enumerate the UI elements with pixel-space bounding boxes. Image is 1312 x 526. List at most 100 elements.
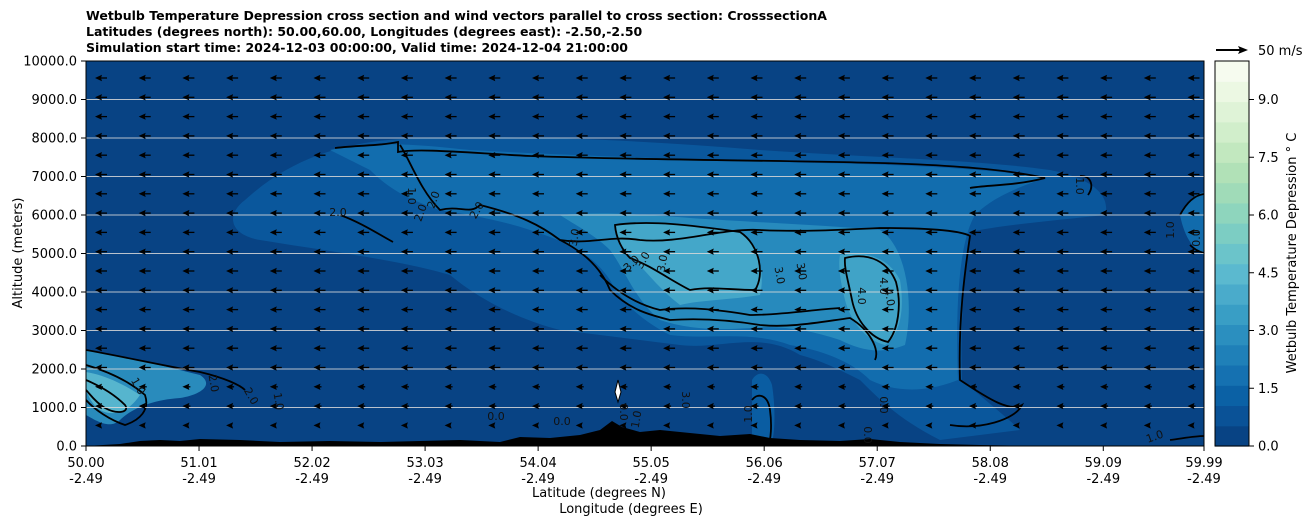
wind-vector-head <box>444 113 452 120</box>
wind-vector-head <box>663 364 671 371</box>
wind-vector-head <box>532 325 539 333</box>
colorbar-frame <box>1214 60 1250 447</box>
wind-vector-head <box>1187 229 1195 236</box>
wind-vector-head <box>269 267 277 275</box>
contour-label: 1.0 <box>1144 428 1165 446</box>
wind-vector-head <box>1143 402 1151 410</box>
wind-vector-head <box>400 229 408 236</box>
wind-vector-head <box>1056 422 1064 429</box>
wind-vector-head <box>182 267 190 275</box>
wind-vector-head <box>1187 383 1195 390</box>
y-tick-label: 1000.0 <box>32 401 78 416</box>
wind-vector-head <box>1100 345 1108 352</box>
wind-vector-head <box>400 306 408 313</box>
wind-vector-head <box>138 287 146 294</box>
wind-vector-head <box>575 209 583 217</box>
wind-vector-head <box>794 152 802 159</box>
wind-vector-head <box>663 325 671 333</box>
wind-vector-head <box>750 422 758 429</box>
wind-vector-head <box>182 152 190 159</box>
wind-vector-head <box>837 306 845 313</box>
wind-vector-head <box>837 132 845 140</box>
contour-line-left-low-2 <box>86 364 148 426</box>
wind-vector-head <box>1143 383 1151 390</box>
contour-label: 1.0 <box>1164 221 1177 239</box>
wind-vector-head <box>313 132 321 140</box>
wind-vector-head <box>881 402 889 410</box>
contour-label: 3.0 <box>794 262 810 281</box>
x-tick-label-lat: 52.02 <box>293 456 330 471</box>
wind-vector-head <box>969 171 976 178</box>
contour-label: 0.0 <box>553 415 571 428</box>
wind-vector-head <box>444 287 452 294</box>
wind-vector-head <box>663 287 671 294</box>
colorbar-segment <box>1215 364 1249 386</box>
wind-vector-head <box>1187 345 1195 352</box>
wind-vector-head <box>750 267 758 275</box>
wind-vector-head <box>881 74 889 82</box>
wind-vector-head <box>750 209 758 217</box>
wind-vector-head <box>881 345 889 352</box>
contour-fill-low-left-core <box>86 372 140 414</box>
contour-label: 2.0 <box>425 189 443 210</box>
wind-vector-head <box>750 345 758 352</box>
wind-vector-head <box>488 402 496 410</box>
wind-vector-head <box>357 345 365 352</box>
wind-vector-head <box>837 94 845 101</box>
x-tick-label-lon: -2.49 <box>69 472 103 487</box>
plot-area: 1.0 2.02.0 2.02.03.03.03.0 3.03.04.0 4.04.03… <box>86 61 1204 446</box>
wind-vector-head <box>1187 190 1195 197</box>
wind-vector-head <box>1012 229 1020 236</box>
wind-vector-head <box>925 209 933 217</box>
wind-vector-head <box>269 248 277 255</box>
x-tick-label-lat: 57.07 <box>859 456 896 471</box>
wind-vector-head <box>1143 422 1151 429</box>
wind-vector-head <box>794 229 802 236</box>
wind-vector-head <box>969 209 976 217</box>
wind-vector-head <box>1056 325 1064 333</box>
wind-vector-head <box>1012 422 1020 429</box>
wind-vector-head <box>226 229 234 236</box>
wind-vector-head <box>706 132 714 140</box>
wind-vector-head <box>575 306 583 313</box>
x-tick-label-lon: -2.49 <box>182 472 216 487</box>
colorbar-segment <box>1215 425 1249 447</box>
wind-vector-head <box>400 267 408 275</box>
chart-title-line-2: Latitudes (degrees north): 50.00,60.00, … <box>86 24 643 39</box>
wind-vector-head <box>1056 364 1064 371</box>
wind-vector-head <box>575 113 583 120</box>
wind-vector-head <box>575 190 583 197</box>
wind-vector-head <box>313 152 321 159</box>
contour-label: 2.0 <box>329 206 347 219</box>
wind-vector-head <box>532 306 539 313</box>
wind-vector-head <box>1056 248 1064 255</box>
wind-vector-head <box>969 94 976 101</box>
wind-vector-head <box>925 325 933 333</box>
wind-vector-head <box>269 287 277 294</box>
wind-vector-head <box>881 152 889 159</box>
wind-vector-head <box>969 345 976 352</box>
y-axis-label: Altitude (meters) <box>11 198 26 309</box>
wind-vector-head <box>794 132 802 140</box>
wind-vector-head <box>706 190 714 197</box>
wind-vector-head <box>619 171 627 178</box>
wind-vector-head <box>663 422 671 429</box>
wind-vector-head <box>182 306 190 313</box>
colorbar-tick-label: 0.0 <box>1258 440 1279 455</box>
wind-vector-head <box>95 383 102 390</box>
wind-vector-head <box>706 113 714 120</box>
wind-vector-head <box>444 190 452 197</box>
wind-vector-head <box>575 267 583 275</box>
wind-vector-head <box>488 229 496 236</box>
wind-vector-head <box>532 287 539 294</box>
wind-vector-head <box>1100 132 1108 140</box>
wind-vector-head <box>400 345 408 352</box>
wind-vector-head <box>619 229 627 236</box>
colorbar: 0.0 1.5 3.0 4.5 6.0 7.5 9.0 <box>1215 61 1279 455</box>
wind-vector-head <box>575 132 583 140</box>
wind-vector-head <box>1187 152 1195 159</box>
colorbar-segment <box>1215 405 1249 427</box>
wind-vector-head <box>1100 267 1108 275</box>
contour-label: 1.0 <box>271 392 287 411</box>
wind-vector-head <box>969 364 976 371</box>
